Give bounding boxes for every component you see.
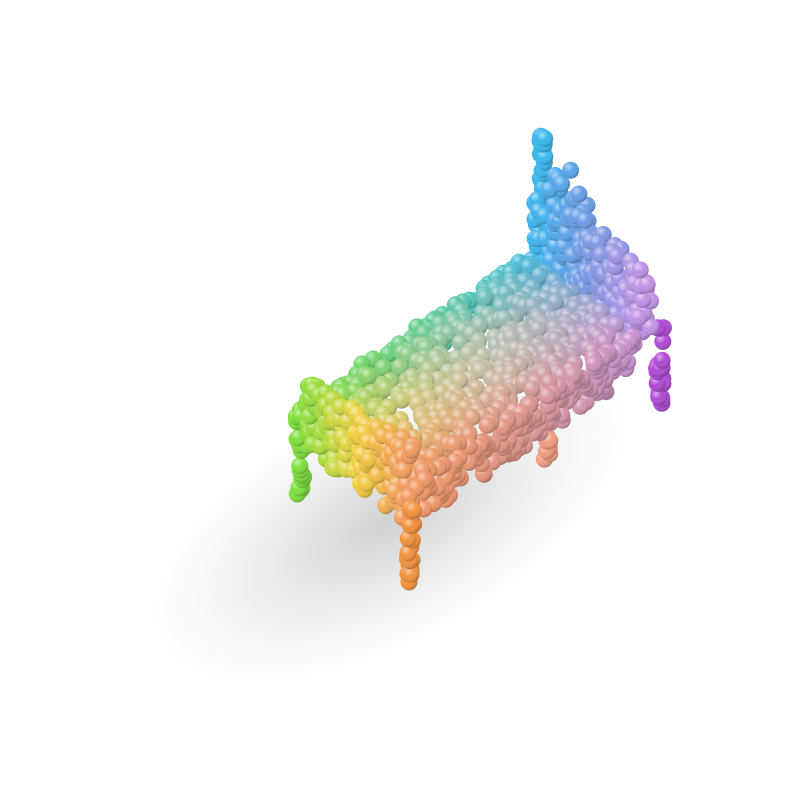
- point-sphere: [536, 130, 554, 147]
- point-sphere: [402, 517, 420, 535]
- point-sphere: [523, 380, 541, 398]
- point-sphere: [399, 530, 417, 547]
- point-sphere: [564, 366, 582, 384]
- point-sphere: [360, 451, 378, 469]
- point-sphere: [585, 355, 603, 373]
- point-sphere: [631, 261, 649, 279]
- point-sphere: [536, 148, 554, 166]
- point-sphere: [399, 544, 417, 562]
- point-sphere: [391, 358, 409, 376]
- point-sphere: [630, 308, 648, 326]
- point-sphere: [359, 367, 377, 385]
- point-sphere: [395, 461, 413, 479]
- bed-point-cloud: [287, 127, 672, 591]
- point-sphere: [405, 501, 422, 519]
- point-sphere: [634, 291, 652, 309]
- point-sphere: [642, 318, 660, 336]
- point-sphere: [576, 211, 594, 229]
- point-sphere: [650, 388, 668, 406]
- point-sphere: [376, 380, 394, 398]
- point-sphere: [368, 466, 386, 484]
- point-sphere: [529, 320, 547, 338]
- point-sphere: [538, 387, 556, 405]
- point-sphere: [562, 161, 580, 179]
- point-sphere: [478, 416, 496, 434]
- point-sphere: [476, 289, 494, 307]
- point-sphere: [570, 185, 588, 203]
- point-sphere: [403, 441, 420, 459]
- point-sphere: [553, 175, 571, 193]
- point-sphere: [638, 275, 656, 293]
- point-sphere: [445, 436, 463, 453]
- point-sphere: [374, 359, 392, 376]
- point-sphere: [654, 332, 672, 350]
- point-sphere: [402, 565, 420, 583]
- point-sphere: [653, 351, 671, 369]
- point-sphere: [608, 247, 626, 265]
- point-sphere: [291, 457, 309, 475]
